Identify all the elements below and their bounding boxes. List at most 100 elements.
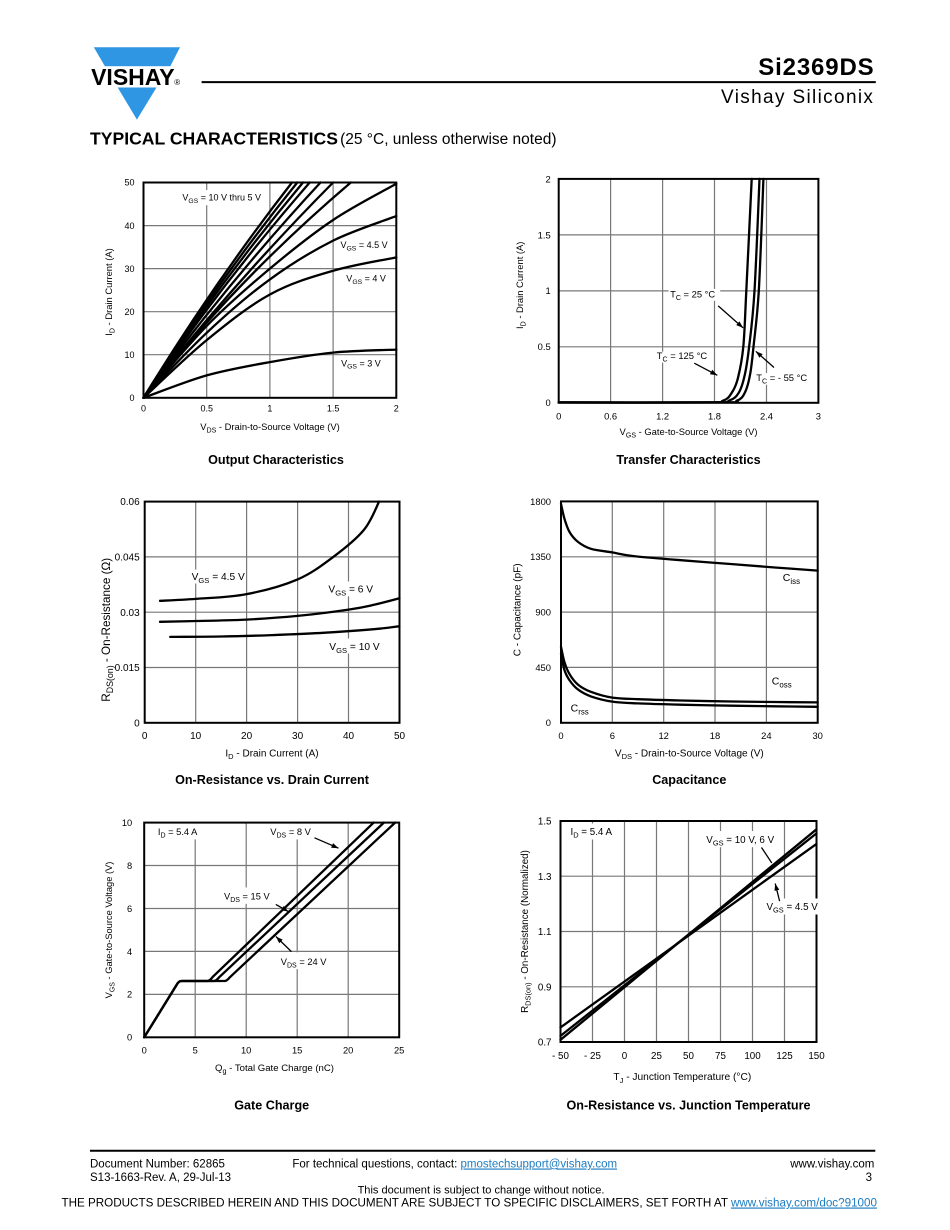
svg-text:0.7: 0.7 [538, 1038, 552, 1049]
svg-text:VGS = 4.5 V: VGS = 4.5 V [767, 902, 819, 915]
svg-text:VGS = 3 V: VGS = 3 V [341, 358, 381, 370]
svg-text:VGS - Gate-to-Source Voltage (: VGS - Gate-to-Source Voltage (V) [620, 426, 758, 440]
svg-text:30: 30 [292, 731, 304, 742]
svg-text:20: 20 [343, 1046, 353, 1056]
svg-text:ID - Drain Current (A): ID - Drain Current (A) [225, 749, 318, 762]
svg-text:0.03: 0.03 [120, 608, 140, 619]
svg-text:VGS = 6 V: VGS = 6 V [328, 585, 373, 598]
svg-text:2: 2 [545, 173, 550, 184]
svg-text:2: 2 [127, 990, 132, 1000]
svg-text:0.5: 0.5 [538, 341, 551, 352]
svg-text:Transfer Characteristics: Transfer Characteristics [616, 453, 760, 467]
svg-text:C - Capacitance (pF): C - Capacitance (pF) [513, 563, 524, 656]
svg-text:0: 0 [127, 1033, 132, 1043]
svg-text:VDS - Drain-to-Source Voltage: VDS - Drain-to-Source Voltage (V) [615, 749, 764, 762]
svg-text:450: 450 [535, 662, 551, 673]
svg-text:1.5: 1.5 [538, 229, 551, 240]
svg-text:1: 1 [267, 404, 272, 414]
svg-text:0: 0 [545, 397, 550, 408]
svg-text:RDS(on) - On-Resistance (Ω): RDS(on) - On-Resistance (Ω) [100, 558, 115, 702]
svg-text:3: 3 [866, 1172, 872, 1184]
svg-text:Vishay Siliconix: Vishay Siliconix [721, 87, 874, 108]
svg-text:10: 10 [124, 350, 134, 360]
svg-text:VGS = 4.5 V: VGS = 4.5 V [192, 572, 245, 585]
svg-text:6: 6 [610, 730, 615, 741]
svg-text:25: 25 [394, 1046, 404, 1056]
svg-text:S13-1663-Rev. A, 29-Jul-13: S13-1663-Rev. A, 29-Jul-13 [90, 1172, 231, 1184]
svg-text:THE PRODUCTS DESCRIBED HEREIN: THE PRODUCTS DESCRIBED HEREIN AND THIS D… [62, 1197, 878, 1210]
svg-text:0: 0 [546, 717, 551, 728]
svg-text:40: 40 [124, 221, 134, 231]
svg-text:ID = 5.4 A: ID = 5.4 A [571, 827, 613, 840]
svg-text:8: 8 [127, 861, 132, 871]
svg-text:12: 12 [658, 730, 668, 741]
svg-text:6: 6 [127, 904, 132, 914]
svg-text:20: 20 [124, 307, 134, 317]
svg-text:5: 5 [193, 1046, 198, 1056]
svg-text:- 50: - 50 [552, 1051, 569, 1062]
svg-text:900: 900 [535, 607, 551, 618]
svg-text:Coss: Coss [772, 676, 792, 690]
svg-text:2.4: 2.4 [760, 411, 773, 422]
svg-text:24: 24 [761, 730, 771, 741]
svg-text:VGS = 4 V: VGS = 4 V [346, 274, 386, 286]
svg-text:0: 0 [142, 1046, 147, 1056]
svg-text:TC = 125 °C: TC = 125 °C [657, 350, 708, 364]
svg-text:3: 3 [816, 411, 821, 422]
svg-text:Gate Charge: Gate Charge [234, 1099, 309, 1113]
svg-text:0.9: 0.9 [538, 982, 552, 993]
svg-text:20: 20 [241, 731, 253, 742]
svg-text:Capacitance: Capacitance [652, 773, 726, 787]
svg-text:This document is subject to ch: This document is subject to change witho… [358, 1185, 605, 1197]
svg-text:For technical questions, conta: For technical questions, contact: pmoste… [292, 1159, 617, 1171]
svg-text:125: 125 [776, 1051, 793, 1062]
svg-text:1350: 1350 [530, 551, 551, 562]
svg-text:18: 18 [710, 730, 720, 741]
svg-text:0: 0 [134, 718, 140, 729]
svg-text:1.3: 1.3 [538, 872, 552, 883]
svg-text:On-Resistance vs. Junction Tem: On-Resistance vs. Junction Temperature [566, 1099, 810, 1113]
svg-text:0.6: 0.6 [604, 411, 617, 422]
svg-text:0: 0 [141, 404, 146, 414]
svg-text:ID - Drain Current (A): ID - Drain Current (A) [103, 248, 117, 335]
svg-text:1800: 1800 [530, 496, 551, 507]
svg-text:4: 4 [127, 947, 132, 957]
svg-text:On-Resistance vs. Drain Curren: On-Resistance vs. Drain Current [175, 773, 370, 787]
svg-text:0: 0 [142, 731, 148, 742]
svg-text:0: 0 [129, 393, 134, 403]
svg-text:100: 100 [744, 1051, 761, 1062]
svg-text:TYPICAL CHARACTERISTICS: TYPICAL CHARACTERISTICS [90, 128, 338, 148]
svg-text:0.045: 0.045 [115, 553, 140, 564]
svg-text:1.8: 1.8 [708, 411, 721, 422]
svg-text:ID - Drain Current (A): ID - Drain Current (A) [514, 242, 528, 329]
svg-text:VGS - Gate-to-Source Voltage (: VGS - Gate-to-Source Voltage (V) [104, 862, 117, 999]
svg-text:1: 1 [545, 285, 550, 296]
svg-text:RDS(on) - On-Resistance (Norma: RDS(on) - On-Resistance (Normalized) [520, 850, 533, 1013]
svg-text:0: 0 [622, 1051, 628, 1062]
svg-text:Output Characteristics: Output Characteristics [208, 453, 344, 467]
svg-text:TC = - 55 °C: TC = - 55 °C [756, 372, 807, 386]
svg-text:0.015: 0.015 [115, 663, 140, 674]
svg-text:VGS = 10 V, 6 V: VGS = 10 V, 6 V [706, 835, 774, 848]
svg-text:75: 75 [715, 1051, 726, 1062]
svg-text:50: 50 [683, 1051, 694, 1062]
svg-text:50: 50 [124, 178, 134, 188]
svg-text:Qg - Total Gate Charge (nC): Qg - Total Gate Charge (nC) [215, 1063, 334, 1076]
svg-text:1.1: 1.1 [538, 927, 552, 938]
svg-text:10: 10 [122, 818, 132, 828]
svg-text:1.5: 1.5 [327, 404, 340, 414]
svg-text:TC = 25 °C: TC = 25 °C [670, 288, 715, 302]
svg-text:VGS = 10 V thru 5 V: VGS = 10 V thru 5 V [182, 193, 261, 205]
svg-text:®: ® [174, 78, 180, 87]
svg-text:15: 15 [292, 1046, 302, 1056]
svg-text:VGS = 10 V: VGS = 10 V [329, 642, 380, 655]
svg-text:VISHAY: VISHAY [91, 64, 175, 90]
svg-text:2: 2 [394, 404, 399, 414]
svg-text:1.5: 1.5 [538, 817, 552, 828]
svg-text:Ciss: Ciss [783, 572, 800, 586]
svg-text:www.vishay.com: www.vishay.com [789, 1159, 874, 1171]
svg-text:VDS - Drain-to-Source Voltage: VDS - Drain-to-Source Voltage (V) [200, 421, 340, 435]
svg-text:0: 0 [558, 730, 563, 741]
svg-text:Document Number: 62865: Document Number: 62865 [90, 1159, 225, 1171]
svg-text:Si2369DS: Si2369DS [758, 54, 874, 81]
